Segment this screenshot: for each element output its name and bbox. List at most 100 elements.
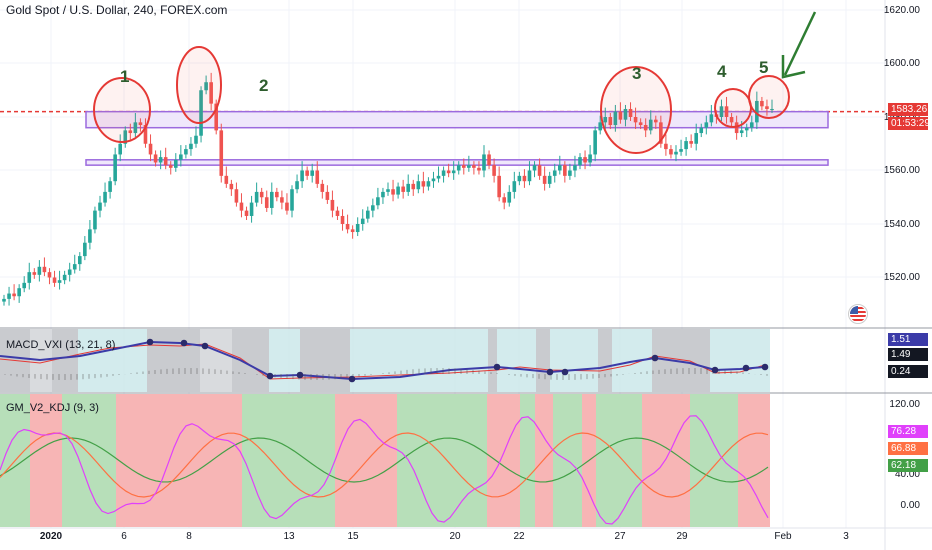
candle-body (179, 154, 183, 160)
candle-body (699, 127, 704, 134)
macd-title: MACD_VXI (13, 21, 8) (6, 339, 116, 351)
candle-body (734, 122, 739, 134)
support-resistance-zones (0, 110, 885, 166)
countdown-badge: 01:53:29 (888, 117, 930, 130)
candle-body (194, 135, 198, 144)
kdj-band (535, 394, 553, 527)
candle-body (421, 181, 426, 187)
macd-band (78, 329, 147, 392)
candle-body (143, 125, 148, 144)
time-tick: 6 (121, 531, 127, 542)
time-tick: 2020 (39, 531, 63, 542)
candle-body (578, 157, 582, 166)
wave-ellipse (176, 46, 222, 124)
candle-body (189, 143, 193, 150)
candle-body (482, 154, 486, 171)
candle-body (694, 133, 699, 144)
candle-body (648, 119, 653, 131)
macd-value-badge: 1.49 (888, 348, 928, 361)
candle-body (507, 191, 512, 203)
candle-body (406, 183, 411, 192)
macd-cross-dot (711, 366, 719, 374)
candle-body (330, 199, 335, 211)
time-tick: 20 (449, 531, 461, 542)
candle-body (88, 229, 92, 243)
kdj-band (642, 394, 690, 527)
candle-body (214, 103, 219, 131)
candle-body (760, 100, 764, 107)
macd-cross-dot (266, 372, 274, 380)
candle-body (643, 125, 648, 131)
wave-ellipse (748, 75, 790, 119)
macd-cross-dot (180, 339, 188, 347)
macd-band (232, 329, 269, 392)
candle-body (22, 282, 27, 289)
candle-body (42, 266, 47, 273)
candle-body (163, 157, 168, 166)
candle-body (618, 111, 623, 120)
candle-body (350, 229, 355, 233)
candle-body (719, 106, 724, 117)
kdj-band (690, 394, 738, 527)
candle-body (295, 181, 299, 190)
us-flag-icon[interactable] (848, 304, 868, 324)
time-tick: 22 (513, 531, 525, 542)
kdj-lines (0, 415, 769, 525)
candle-body (103, 191, 107, 203)
candle-body (229, 183, 234, 190)
macd-value-badge: 0.24 (888, 365, 928, 378)
candle-body (704, 122, 709, 128)
candle-body (345, 224, 350, 230)
candle-body (598, 122, 603, 131)
candle-body (674, 151, 678, 155)
candle-body (108, 181, 112, 192)
candle-body (123, 130, 128, 144)
wave-ellipse (600, 66, 672, 154)
candle-body (77, 256, 82, 265)
macd-cross-dot (493, 363, 501, 371)
arrow-head (781, 55, 806, 79)
candle-body (249, 202, 254, 216)
candle-body (113, 154, 117, 182)
candle-body (93, 210, 97, 230)
candle-body (335, 210, 340, 216)
candle-body (456, 165, 461, 171)
candle-body (613, 111, 618, 126)
candle-body (386, 189, 390, 192)
kdj-band (116, 394, 242, 527)
candle-body (118, 143, 123, 155)
candle-body (259, 191, 264, 198)
candle-body (477, 167, 481, 171)
candle-body (396, 186, 400, 195)
candle-body (679, 149, 683, 152)
macd-cross-dot (742, 364, 750, 372)
macd-band (147, 329, 200, 392)
candle-body (537, 165, 542, 176)
candle-body (608, 117, 613, 126)
candle-body (502, 197, 507, 203)
candle-body (557, 165, 562, 171)
candle-body (376, 197, 380, 206)
candle-body (664, 143, 668, 150)
candle-body (426, 181, 431, 187)
candle-body (709, 114, 714, 123)
candle-body (138, 122, 143, 126)
kdj-band (596, 394, 642, 527)
candle-body (72, 264, 77, 270)
candle-body (739, 130, 744, 134)
candle-body (684, 141, 688, 150)
kdj-band (420, 394, 487, 527)
macd-cross-dot (348, 375, 356, 383)
macd-cross-dot (201, 342, 209, 350)
candle-body (300, 170, 304, 182)
macd-band (269, 329, 300, 392)
macd-line (0, 340, 766, 381)
candle-body (12, 293, 16, 297)
candle-body (158, 157, 163, 163)
candle-body (340, 215, 345, 224)
time-tick: 8 (186, 531, 192, 542)
time-tick: Feb (774, 531, 792, 542)
candle-body (628, 108, 633, 117)
